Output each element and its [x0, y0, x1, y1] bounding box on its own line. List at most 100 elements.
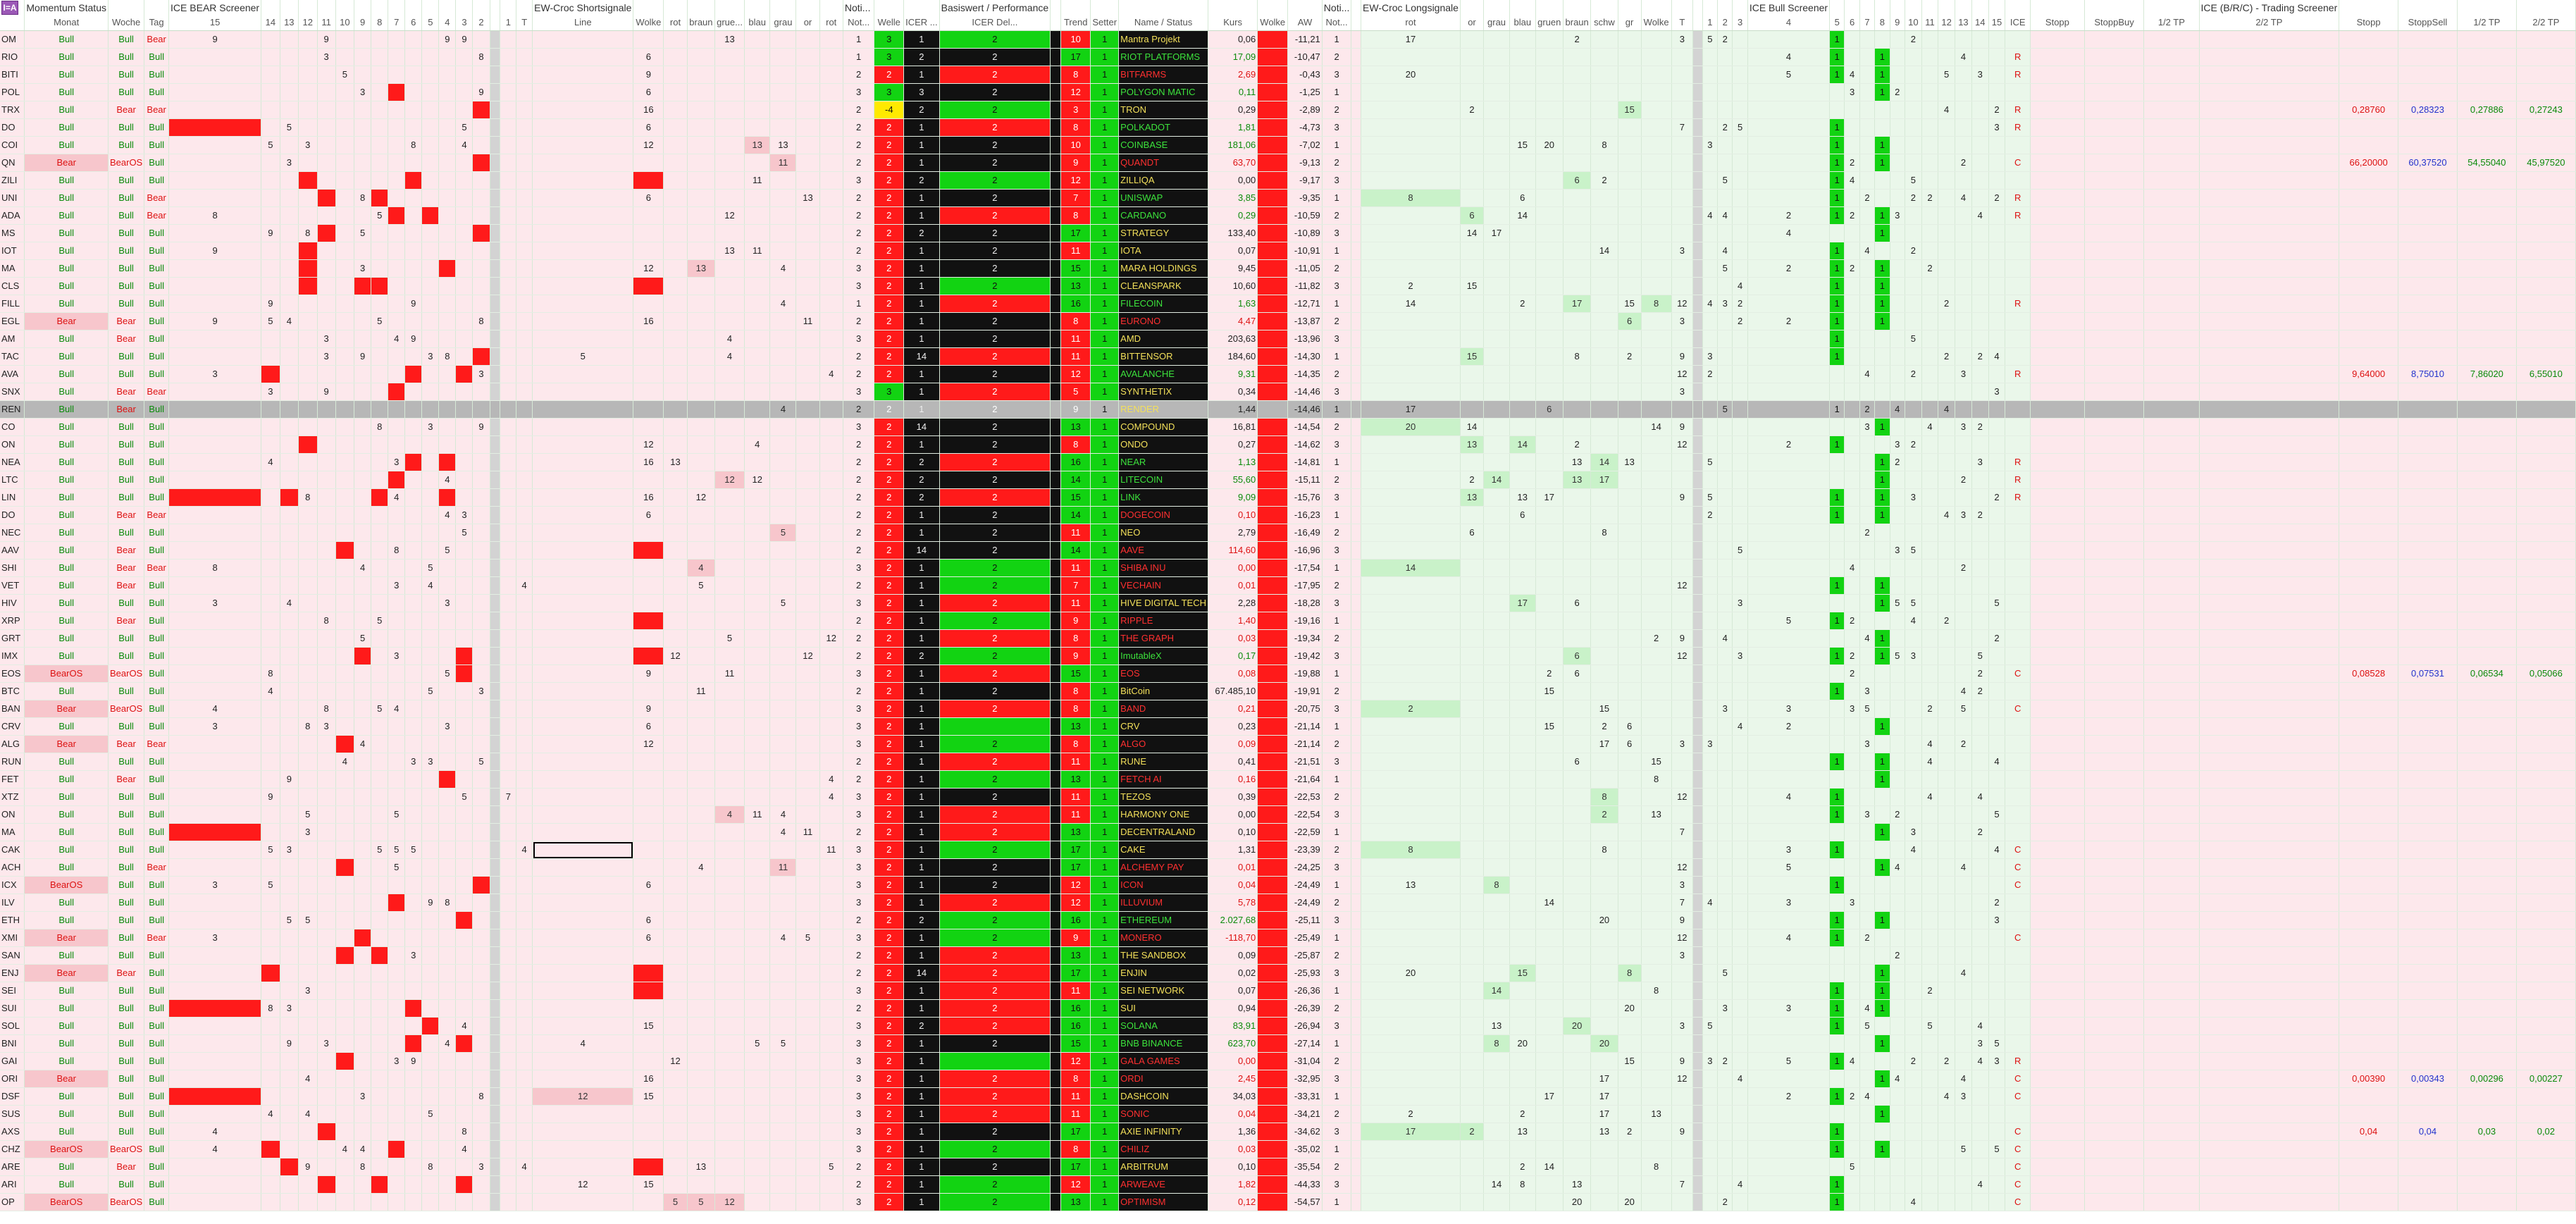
aw-cell[interactable]: -24,25 [1287, 858, 1323, 877]
long-t[interactable] [1671, 171, 1694, 190]
ice-bull-cell[interactable]: 1 [1829, 136, 1845, 154]
spacer-dark[interactable] [1050, 612, 1062, 630]
ice-bear-cell[interactable]: 4 [354, 735, 372, 753]
ew-croc-long-cell[interactable] [1641, 136, 1672, 154]
ice-bull-cell[interactable] [1702, 823, 1719, 841]
ice-bull-cell[interactable]: 4 [1890, 1070, 1905, 1088]
ice-bull-cell[interactable] [1859, 964, 1876, 982]
ew-croc-long-cell[interactable] [1361, 312, 1461, 330]
ice-bear-1[interactable] [500, 858, 517, 877]
separator-cell[interactable] [490, 805, 501, 824]
ice-bear-cell[interactable]: 3 [317, 347, 336, 366]
ice-bear-cell[interactable]: 3 [298, 136, 318, 154]
ice-bear-cell[interactable]: 8 [472, 312, 490, 330]
ice-bear-cell[interactable] [168, 224, 262, 242]
ice-bear-cell[interactable] [421, 982, 440, 1000]
ew-croc-long-cell[interactable] [1361, 717, 1461, 736]
ew-croc-long-cell[interactable]: 14 [1361, 559, 1461, 577]
ew-croc-short-cell[interactable]: 16 [633, 1070, 664, 1088]
ice-bull-cell[interactable]: 1 [1829, 576, 1845, 595]
ice-bull-cell[interactable] [1905, 400, 1922, 419]
ice-bull-cell[interactable] [1955, 66, 1972, 84]
ice-bear-cell[interactable] [371, 788, 389, 806]
ew-croc-short-cell[interactable] [714, 383, 745, 401]
momentum-day[interactable]: Bear [144, 30, 170, 49]
ice-bull-cell[interactable]: 1 [1874, 506, 1890, 524]
setter-cell[interactable]: 1 [1090, 30, 1120, 49]
cloud-cell[interactable] [1257, 858, 1289, 877]
symbol-cell[interactable]: SHI [0, 559, 25, 577]
ice-bear-cell[interactable] [317, 1105, 336, 1123]
ice-bull-cell[interactable] [1905, 753, 1922, 771]
ice-bull-cell[interactable] [1702, 524, 1719, 542]
ew-croc-short-cell[interactable] [744, 259, 771, 278]
ew-croc-long-cell[interactable] [1563, 224, 1592, 242]
long-t[interactable]: 3 [1671, 383, 1694, 401]
icer-cell[interactable]: 3 [903, 83, 940, 101]
ice-flag-cell[interactable] [2005, 805, 2031, 824]
tp2-sell-cell[interactable] [2516, 841, 2576, 859]
setter-cell[interactable]: 1 [1090, 1087, 1120, 1106]
spacer[interactable] [1351, 541, 1362, 560]
column-header[interactable]: 7 [388, 15, 406, 31]
momentum-week[interactable]: Bull [108, 1105, 145, 1123]
ew-croc-long-cell[interactable] [1563, 841, 1592, 859]
ew-croc-long-cell[interactable] [1460, 48, 1485, 66]
ew-croc-short-cell[interactable] [714, 453, 745, 471]
tp2-buy-cell[interactable] [2199, 48, 2340, 66]
ice-bull-cell[interactable] [1732, 189, 1748, 207]
separator-cell[interactable] [1692, 858, 1703, 877]
ice-bull-cell[interactable] [1971, 224, 1989, 242]
ice-bear-t[interactable] [516, 136, 533, 154]
ice-bear-cell[interactable] [168, 118, 262, 137]
tp2-sell-cell[interactable] [2516, 1087, 2576, 1106]
trend-cell[interactable]: 13 [1060, 946, 1091, 965]
ice-bear-cell[interactable] [455, 66, 473, 84]
ice-bear-1[interactable] [500, 506, 517, 524]
price-cell[interactable]: 9,31 [1208, 365, 1258, 383]
ice-bear-cell[interactable] [335, 171, 355, 190]
ice-bull-cell[interactable] [1988, 277, 2006, 295]
ice-bull-cell[interactable] [1955, 488, 1972, 507]
ice-bull-cell[interactable]: 4 [1988, 841, 2006, 859]
ice-bull-cell[interactable] [1971, 48, 1989, 66]
ew-croc-long-cell[interactable] [1618, 66, 1642, 84]
ew-croc-long-cell[interactable] [1483, 295, 1511, 313]
welle-cell[interactable]: 2 [874, 629, 905, 648]
ice-bull-cell[interactable] [1844, 453, 1860, 471]
ew-croc-short-cell[interactable] [633, 770, 664, 789]
symbol-cell[interactable]: BAN [0, 700, 25, 718]
ew-croc-short-cell[interactable] [714, 277, 745, 295]
ice-bear-cell[interactable] [261, 753, 280, 771]
ice-bull-cell[interactable] [1844, 576, 1860, 595]
tp1-buy-cell[interactable] [2143, 242, 2200, 260]
spacer[interactable] [1351, 524, 1362, 542]
ice-bear-cell[interactable] [371, 506, 389, 524]
ice-bear-t[interactable] [516, 224, 533, 242]
ice-bull-cell[interactable]: 1 [1829, 1017, 1845, 1035]
notify-cell[interactable]: 2 [843, 647, 875, 665]
ice-bull-cell[interactable] [1955, 171, 1972, 190]
ice-bull-cell[interactable] [1938, 154, 1956, 172]
separator-cell[interactable] [490, 1087, 501, 1106]
stopp-sell-cell[interactable] [2339, 118, 2398, 137]
ice-bear-cell[interactable] [335, 30, 355, 49]
stoppsell-cell[interactable] [2398, 770, 2458, 789]
ice-bear-cell[interactable] [335, 999, 355, 1018]
ice-bull-cell[interactable] [1732, 30, 1748, 49]
stopp-buy-cell[interactable] [2030, 506, 2085, 524]
ew-croc-short-cell[interactable]: 13 [744, 136, 771, 154]
trend-cell[interactable]: 15 [1060, 488, 1091, 507]
ice-bear-cell[interactable] [388, 1105, 406, 1123]
ice-bull-cell[interactable] [1859, 30, 1876, 49]
ice-flag-cell[interactable] [2005, 259, 2031, 278]
ew-croc-short-cell[interactable] [663, 823, 688, 841]
welle-cell[interactable]: 2 [874, 66, 905, 84]
spacer[interactable] [1351, 664, 1362, 683]
ice-bear-cell[interactable] [472, 559, 490, 577]
momentum-week[interactable]: Bull [108, 594, 145, 612]
ice-bear-cell[interactable] [421, 964, 440, 982]
ice-bear-cell[interactable] [404, 612, 423, 630]
ice-bear-cell[interactable] [371, 524, 389, 542]
ice-bull-cell[interactable] [1874, 788, 1890, 806]
